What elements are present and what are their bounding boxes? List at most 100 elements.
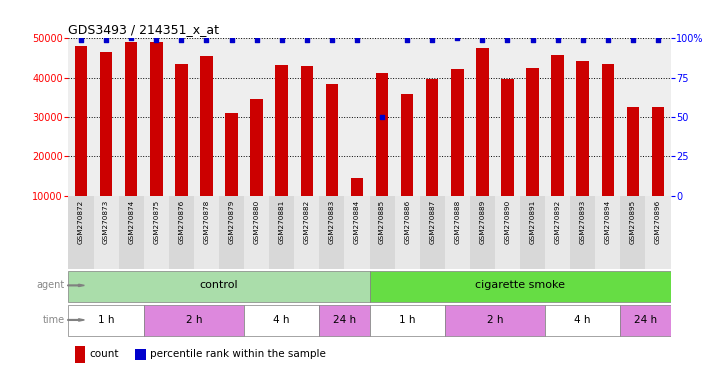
Text: GSM270882: GSM270882 [304,200,310,244]
Text: GSM270896: GSM270896 [655,200,661,244]
Bar [119,196,143,269]
Bar [225,113,238,196]
Point [577,37,588,43]
Bar [200,56,213,196]
Bar [75,46,87,196]
Text: GSM270872: GSM270872 [78,200,84,244]
Text: time: time [43,315,65,325]
Text: GSM270875: GSM270875 [154,200,159,244]
Text: GSM270891: GSM270891 [529,200,536,244]
Point [251,37,262,43]
Point [552,37,563,43]
Point [351,37,363,43]
Bar [294,196,319,269]
Bar [319,196,345,269]
Bar [301,66,313,196]
Text: GSM270894: GSM270894 [605,200,611,244]
Bar [570,196,596,269]
Bar [175,64,187,196]
Text: GSM270890: GSM270890 [505,200,510,244]
Point [376,114,388,120]
Bar [394,196,420,269]
Point [301,37,313,43]
Text: GSM270880: GSM270880 [254,200,260,244]
Text: GDS3493 / 214351_x_at: GDS3493 / 214351_x_at [68,23,219,36]
Text: GSM270889: GSM270889 [479,200,485,244]
Point [151,37,162,43]
Bar [451,69,464,196]
Point [402,37,413,43]
Text: GSM270881: GSM270881 [279,200,285,244]
Point [653,37,664,43]
Text: control: control [200,280,239,290]
Bar [74,346,85,363]
Text: 1 h: 1 h [399,315,415,325]
Text: agent: agent [37,280,65,290]
Bar [219,196,244,269]
Bar [620,305,671,336]
Bar [250,99,263,196]
Text: count: count [89,349,119,359]
Bar [68,270,369,302]
Bar [445,196,470,269]
Text: GSM270893: GSM270893 [580,200,585,244]
Point [602,37,614,43]
Text: GSM270879: GSM270879 [229,200,234,244]
Bar [495,196,520,269]
Bar [545,305,620,336]
Bar [601,65,614,196]
Text: percentile rank within the sample: percentile rank within the sample [150,349,326,359]
Point [326,37,337,43]
Point [426,37,438,43]
Bar [420,196,445,269]
Point [75,37,87,43]
Bar [501,79,514,196]
Bar [99,52,112,196]
Bar [125,42,138,196]
Text: GSM270878: GSM270878 [203,200,210,244]
Text: GSM270873: GSM270873 [103,200,109,244]
Bar [376,73,389,196]
Text: 24 h: 24 h [634,315,657,325]
Point [125,35,137,41]
Bar [150,41,162,196]
Text: GSM270887: GSM270887 [429,200,435,244]
Bar [645,196,671,269]
Text: GSM270885: GSM270885 [379,200,385,244]
Point [100,37,112,43]
Text: 4 h: 4 h [575,315,591,325]
Point [527,37,539,43]
Bar [652,107,664,196]
Bar [135,349,146,360]
Bar [169,196,194,269]
Text: GSM270886: GSM270886 [404,200,410,244]
Bar [470,196,495,269]
Bar [143,196,169,269]
Bar [596,196,620,269]
Bar [244,305,319,336]
Text: 4 h: 4 h [273,315,290,325]
Bar [326,84,338,196]
Text: GSM270892: GSM270892 [554,200,561,244]
Text: GSM270874: GSM270874 [128,200,134,244]
Bar [627,107,640,196]
Bar [445,305,545,336]
Bar [143,305,244,336]
Bar [369,305,445,336]
Point [176,37,187,43]
Bar [194,196,219,269]
Bar [526,68,539,196]
Bar [476,48,489,196]
Bar [552,55,564,196]
Point [451,35,463,41]
Bar [520,196,545,269]
Point [502,37,513,43]
Bar [401,93,413,196]
Bar [345,196,369,269]
Bar [244,196,269,269]
Bar [275,65,288,196]
Bar [68,305,143,336]
Text: 2 h: 2 h [487,315,503,325]
Text: cigarette smoke: cigarette smoke [475,280,565,290]
Text: GSM270895: GSM270895 [630,200,636,244]
